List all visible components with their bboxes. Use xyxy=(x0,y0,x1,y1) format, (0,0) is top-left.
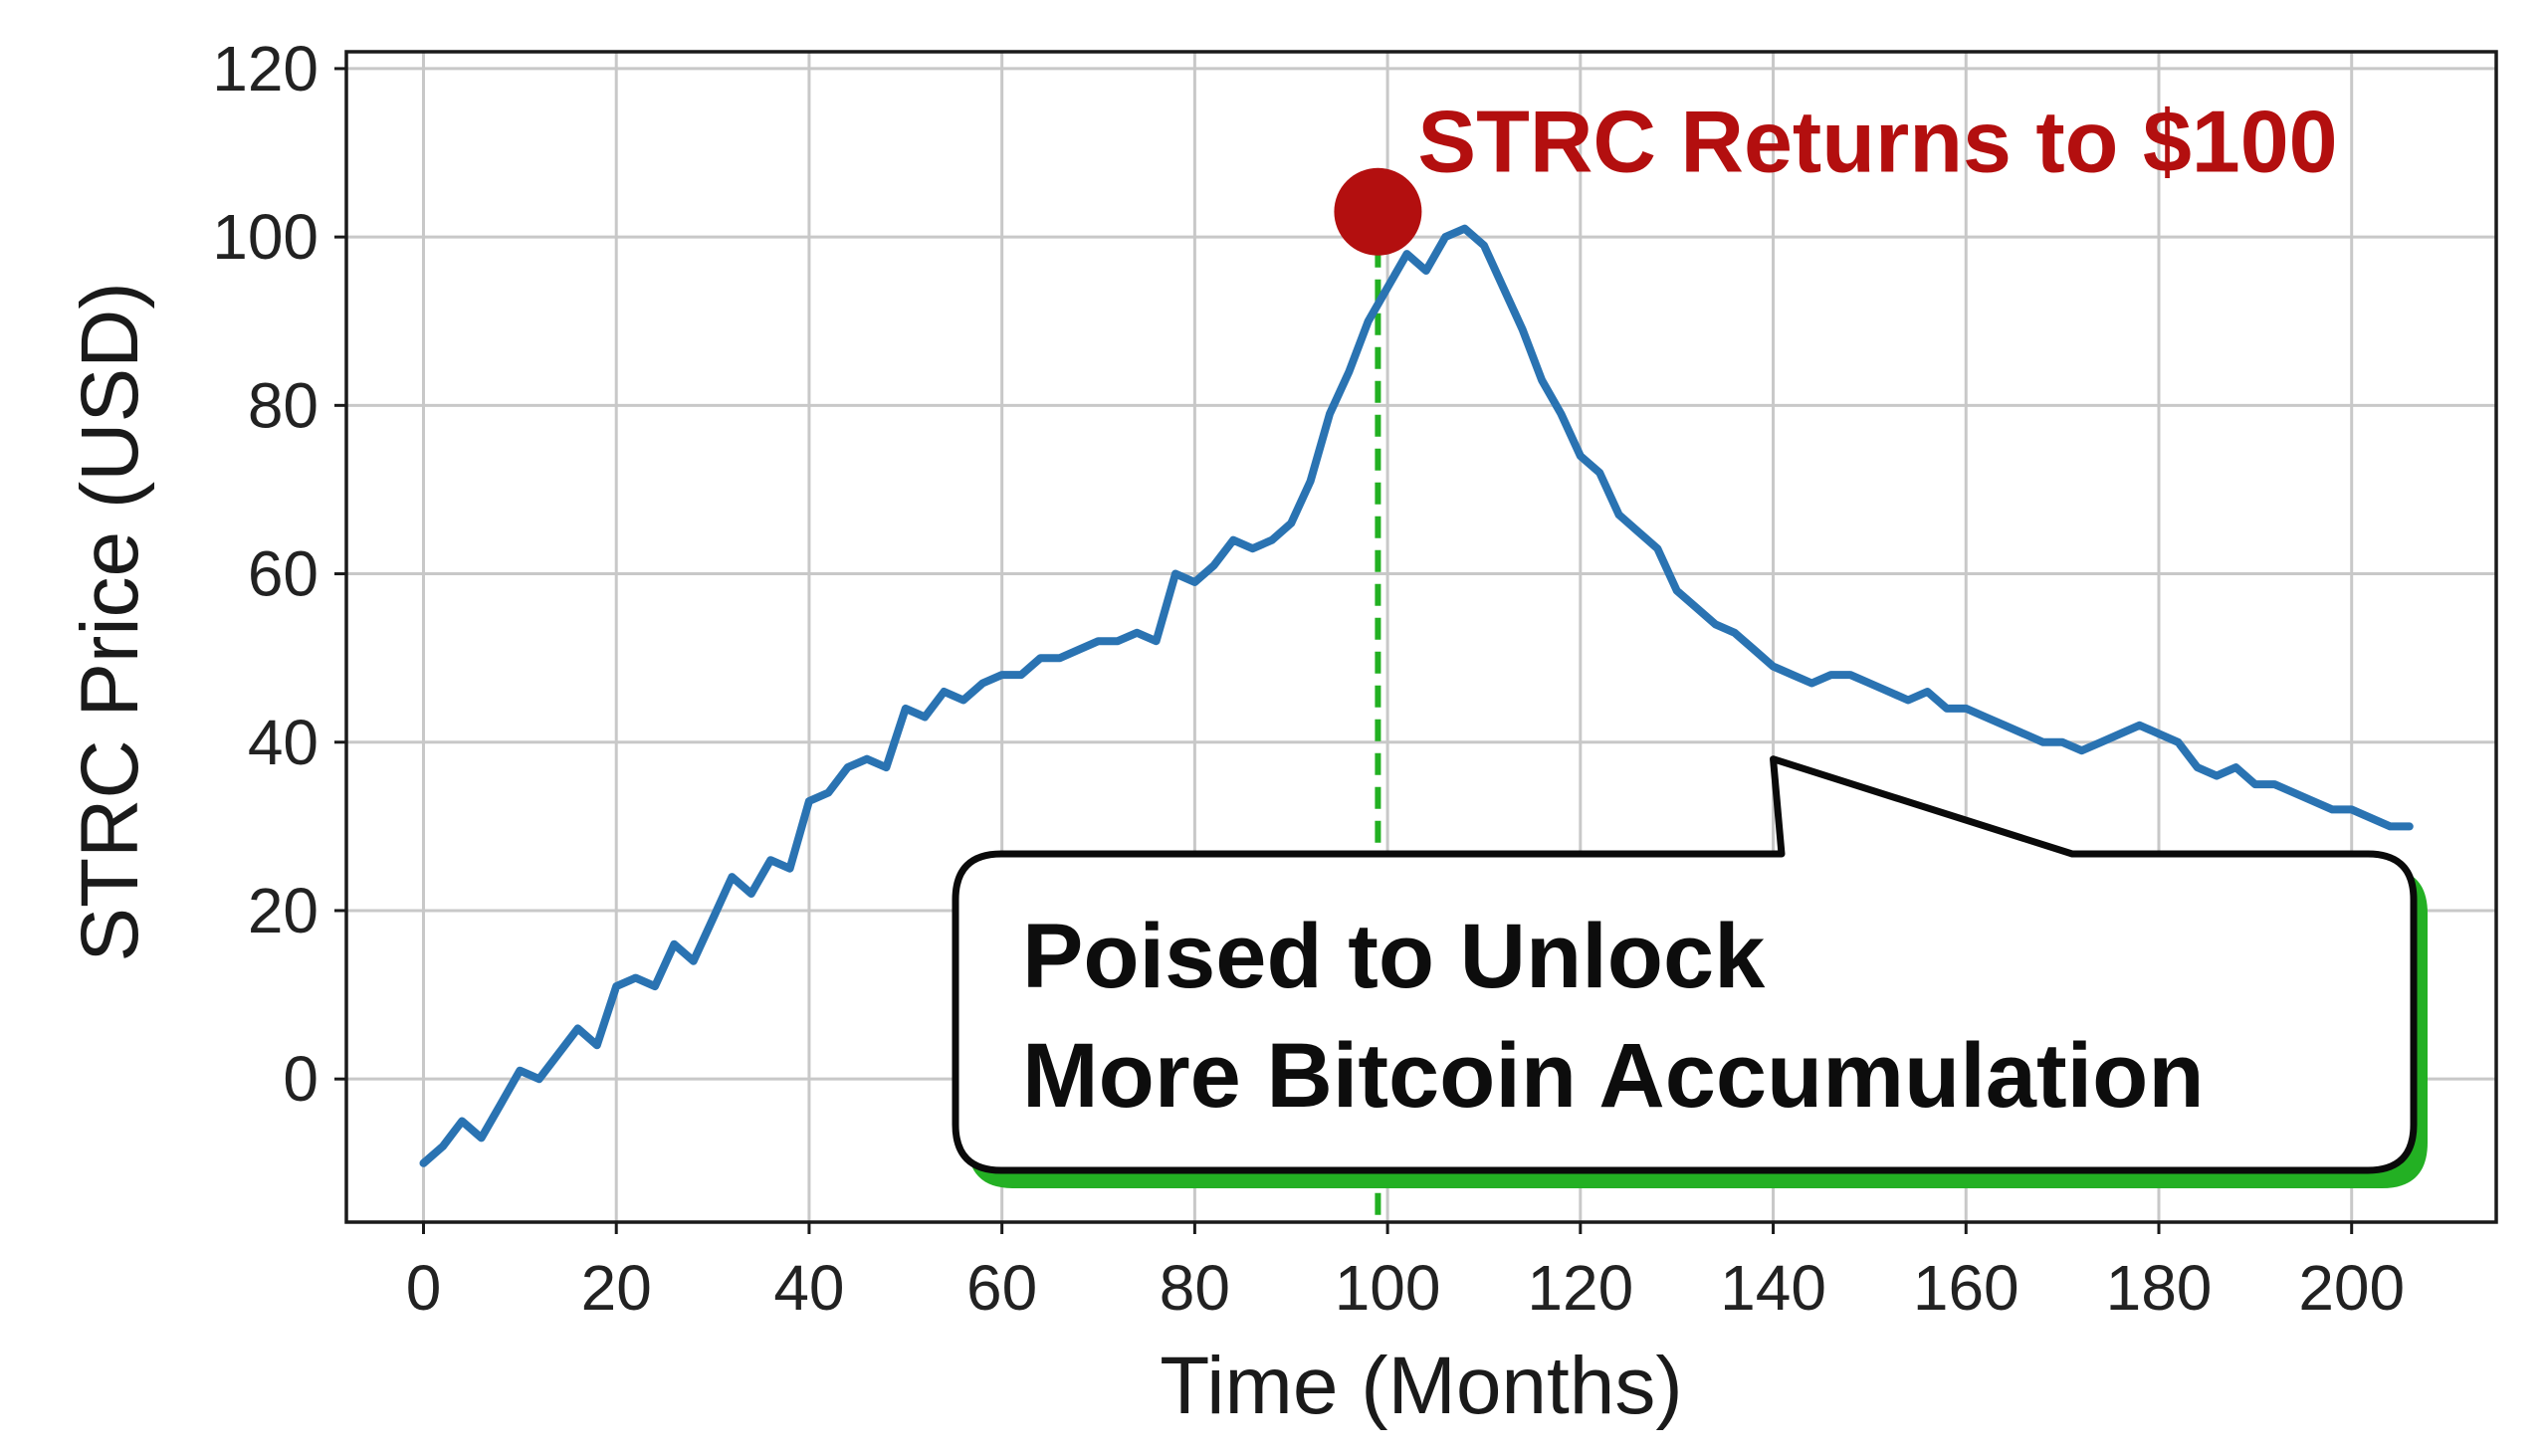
x-tick-label: 140 xyxy=(1720,1252,1826,1324)
callout-line-1: Poised to Unlock xyxy=(1022,906,1766,1007)
x-tick-label: 100 xyxy=(1335,1252,1441,1324)
peak-label: STRC Returns to $100 xyxy=(1417,93,2337,191)
series-group xyxy=(419,224,2414,1167)
x-tick-label: 160 xyxy=(1913,1252,2019,1324)
x-tick-label: 80 xyxy=(1160,1252,1230,1324)
x-axis-label: Time (Months) xyxy=(1160,1341,1682,1431)
callout-box xyxy=(952,755,2418,1174)
y-axis-label: STRC Price (USD) xyxy=(65,282,155,961)
y-tick-label: 60 xyxy=(248,538,318,610)
x-tick-label: 40 xyxy=(773,1252,844,1324)
x-tick-label: 180 xyxy=(2106,1252,2213,1324)
plot-frame xyxy=(344,50,2498,1224)
series-line xyxy=(419,224,2414,1167)
y-tick-label: 100 xyxy=(212,201,318,273)
x-axis-ticks: 0 20 40 60 80 100 120 140 160 180 200 xyxy=(406,1222,2405,1324)
y-tick-label: 80 xyxy=(248,369,318,441)
y-tick-label: 20 xyxy=(248,875,318,946)
callout-line-2: More Bitcoin Accumulation xyxy=(1022,1025,2205,1127)
x-tick-label: 120 xyxy=(1527,1252,1633,1324)
x-tick-label: 200 xyxy=(2298,1252,2405,1324)
y-tick-label: 0 xyxy=(283,1043,318,1115)
y-tick-label: 120 xyxy=(212,33,318,104)
callout: Poised to Unlock More Bitcoin Accumulati… xyxy=(952,755,2428,1188)
y-axis-ticks: 0 20 40 60 80 100 120 xyxy=(212,33,346,1115)
x-tick-label: 60 xyxy=(966,1252,1037,1324)
peak-point xyxy=(1334,167,1422,256)
x-tick-label: 20 xyxy=(581,1252,652,1324)
y-tick-label: 40 xyxy=(248,707,318,778)
x-tick-label: 0 xyxy=(406,1252,442,1324)
